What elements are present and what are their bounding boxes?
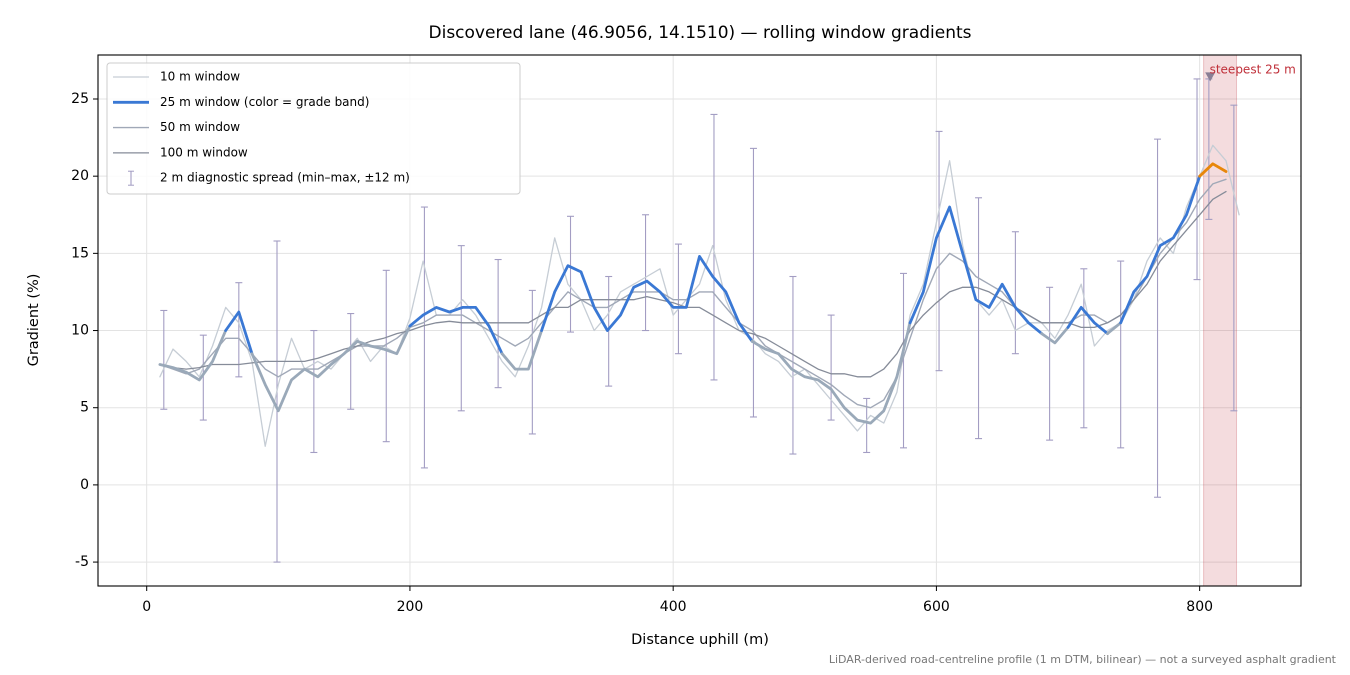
y-tick-label: -5 [75,554,89,570]
series-line [908,205,1044,335]
y-tick-label: 0 [80,477,89,493]
legend-box [106,62,521,195]
series-line [408,306,504,356]
plot-frame [97,54,1302,587]
plot-area: steepest 25 m [158,55,1296,586]
series-line [1119,174,1202,325]
x-tick-label: 200 [397,599,424,615]
highlight-marker [1205,72,1216,82]
series-line [500,329,543,371]
x-tick-label: 0 [142,599,151,615]
legend-label: 50 m window [160,120,240,134]
x-tick-label: 400 [660,599,687,615]
legend-label: 25 m window (color = grade band) [160,95,369,109]
series-line [1198,162,1228,178]
axes: 0 200 400 600 800 -5 0 5 10 15 20 25 [71,91,1213,615]
y-tick-label: 15 [71,245,89,261]
y-tick-label: 5 [80,400,89,416]
series-line [540,254,754,343]
y-axis-label: Gradient (%) [26,274,42,367]
series-line [750,321,912,425]
y-tick-label: 25 [71,91,89,107]
chart-title: Discovered lane (46.9056, 14.1510) — rol… [429,23,972,43]
legend-label: 100 m window [160,145,248,159]
series-line [159,190,1227,378]
y-tick-label: 10 [71,323,89,339]
annotation: steepest 25 m [1210,63,1296,77]
x-tick-label: 800 [1186,599,1213,615]
y-tick-label: 20 [71,168,89,184]
footnote: LiDAR-derived road-centreline profile (1… [829,653,1337,666]
legend: 10 m window 25 m window (color = grade ba… [106,62,521,195]
series-line [158,329,228,382]
legend-label: 2 m diagnostic spread (min–max, ±12 m) [160,171,410,185]
legend-label: 10 m window [160,70,240,84]
series-line [1066,306,1109,335]
series-line [250,324,412,413]
series-line [1106,321,1123,335]
x-tick-label: 600 [923,599,950,615]
x-axis-label: Distance uphill (m) [631,632,769,648]
series-line [1040,326,1070,345]
series-line [224,310,254,356]
